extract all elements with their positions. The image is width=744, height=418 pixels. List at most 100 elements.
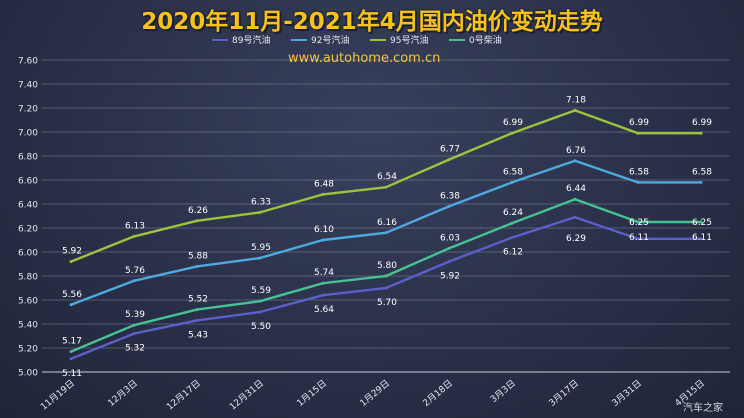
data-point: [447, 204, 451, 208]
y-tick-label: 5.80: [18, 273, 38, 283]
data-label: 6.76: [566, 146, 586, 156]
data-point: [699, 237, 703, 241]
data-label: 5.59: [251, 286, 271, 296]
x-tick-label: 3月3日: [488, 378, 518, 405]
y-tick-label: 6.80: [18, 153, 38, 163]
data-point: [699, 180, 703, 184]
legend-item[interactable]: 0号柴油: [449, 33, 528, 46]
data-point: [573, 215, 577, 219]
data-label: 6.29: [566, 234, 586, 244]
data-point: [132, 323, 136, 327]
data-point: [195, 219, 199, 223]
data-label: 6.11: [629, 233, 649, 243]
data-label: 5.88: [188, 251, 208, 261]
data-label: 6.12: [503, 248, 523, 258]
data-label: 6.58: [503, 167, 523, 177]
y-tick-label: 7.20: [18, 105, 38, 115]
legend-label: 0号柴油: [469, 36, 502, 46]
data-point: [447, 260, 451, 264]
data-label: 5.43: [188, 330, 208, 340]
data-point: [636, 180, 640, 184]
data-point: [384, 231, 388, 235]
y-tick-label: 6.00: [18, 249, 38, 259]
x-tick-label: 3月31日: [610, 378, 644, 409]
data-point: [384, 274, 388, 278]
legend-swatch: [370, 38, 386, 41]
x-tick-label: 12月17日: [165, 378, 203, 413]
data-point: [132, 279, 136, 283]
x-tick-label: 1月29日: [358, 378, 392, 409]
y-tick-label: 5.60: [18, 297, 38, 307]
data-point: [195, 308, 199, 312]
data-label: 5.17: [62, 337, 82, 347]
data-point: [510, 131, 514, 135]
data-point: [321, 238, 325, 242]
y-tick-label: 7.00: [18, 129, 38, 139]
data-point: [636, 237, 640, 241]
data-label: 6.77: [440, 145, 460, 155]
data-label: 6.03: [440, 233, 460, 243]
logo-text: 汽车之家: [683, 403, 723, 414]
x-tick-label: 1月15日: [295, 378, 329, 409]
data-label: 5.64: [314, 305, 334, 315]
data-point: [636, 131, 640, 135]
data-point: [573, 197, 577, 201]
data-point: [258, 310, 262, 314]
legend-swatch: [212, 38, 228, 41]
data-label: 6.54: [377, 172, 397, 182]
data-point: [573, 108, 577, 112]
y-tick-label: 5.20: [18, 345, 38, 355]
data-label: 6.25: [692, 218, 712, 228]
data-label: 5.80: [377, 261, 397, 271]
data-point: [699, 220, 703, 224]
data-point: [195, 318, 199, 322]
data-label: 5.70: [377, 298, 397, 308]
data-label: 5.32: [125, 344, 145, 354]
y-tick-label: 7.40: [18, 81, 38, 91]
data-point: [258, 256, 262, 260]
data-label: 5.74: [314, 268, 334, 278]
data-point: [510, 221, 514, 225]
data-label: 5.39: [125, 310, 145, 320]
legend-item[interactable]: 92号汽油: [291, 33, 370, 46]
data-label: 6.58: [629, 167, 649, 177]
data-point: [699, 131, 703, 135]
data-point: [69, 357, 73, 361]
y-tick-label: 5.40: [18, 321, 38, 331]
legend-swatch: [291, 38, 307, 41]
data-label: 7.18: [566, 95, 586, 105]
data-point: [447, 158, 451, 162]
x-tick-label: 3月17日: [547, 378, 581, 409]
data-label: 6.58: [692, 167, 712, 177]
data-label: 6.33: [251, 197, 271, 207]
chart-title: 2020年11月-2021年4月国内油价变动走势: [141, 9, 603, 35]
x-tick-label: 12月3日: [106, 378, 140, 409]
data-label: 5.92: [440, 272, 460, 282]
legend-item[interactable]: 95号汽油: [370, 33, 449, 46]
data-label: 6.24: [503, 208, 523, 218]
data-label: 6.99: [503, 118, 523, 128]
data-label: 6.44: [566, 184, 586, 194]
data-label: 6.10: [314, 225, 334, 235]
data-point: [573, 159, 577, 163]
legend-item[interactable]: 89号汽油: [212, 33, 291, 46]
data-label: 6.26: [188, 206, 208, 216]
data-point: [69, 350, 73, 354]
data-point: [69, 303, 73, 307]
watermark-url: www.autohome.com.cn: [288, 51, 441, 66]
data-point: [132, 234, 136, 238]
data-point: [384, 286, 388, 290]
data-label: 6.48: [314, 179, 334, 189]
data-point: [258, 210, 262, 214]
y-tick-label: 6.60: [18, 177, 38, 187]
data-point: [321, 192, 325, 196]
data-point: [258, 299, 262, 303]
data-label: 6.13: [125, 221, 145, 231]
data-point: [510, 236, 514, 240]
data-label: 5.92: [62, 247, 82, 257]
y-tick-label: 6.40: [18, 201, 38, 211]
legend-swatch: [449, 38, 465, 41]
legend-label: 92号汽油: [311, 36, 350, 46]
data-label: 6.99: [629, 118, 649, 128]
